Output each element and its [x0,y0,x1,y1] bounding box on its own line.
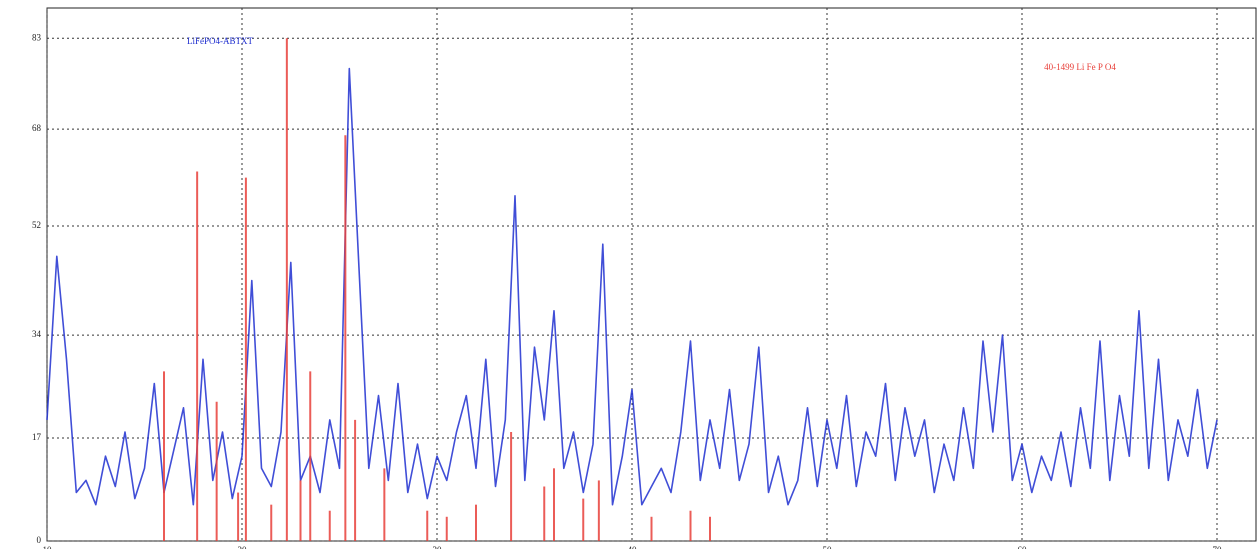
y-tick-label: 17 [32,432,42,442]
y-tick-label: 83 [32,32,42,42]
y-tick-label: 52 [32,220,41,230]
y-tick-label: 34 [32,329,42,339]
x-tick-label: 10 [43,545,53,549]
x-tick-label: 60 [1018,545,1028,549]
y-tick-label: 68 [32,123,42,133]
x-tick-label: 70 [1213,545,1223,549]
x-tick-label: 20 [238,545,248,549]
series-label: LiFePO4-ABTXT [187,36,253,46]
x-tick-label: 50 [823,545,833,549]
x-tick-label: 40 [628,545,638,549]
pattern-line [46,67,1218,506]
y-tick-label: 0 [37,535,42,545]
x-tick-label: 30 [433,545,443,549]
series-label: 40-1499 Li Fe P O4 [1044,62,1116,72]
